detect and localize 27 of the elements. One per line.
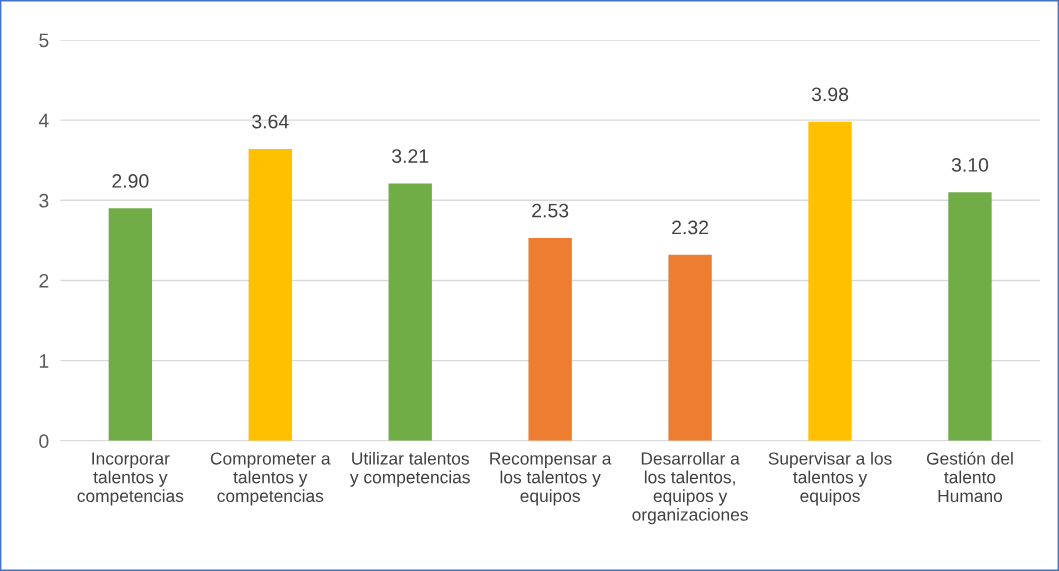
- data-label: 3.98: [811, 87, 849, 102]
- x-tick-label: Gestión del talento Humano: [926, 451, 1013, 503]
- y-tick-label: 3: [39, 193, 49, 208]
- y-tick-label: 1: [39, 354, 49, 368]
- y-tick-label: 4: [38, 113, 49, 128]
- data-label: 3.21: [392, 149, 429, 163]
- x-tick-label: Utilizar talentos y competencias: [349, 451, 470, 487]
- data-label: 2.90: [112, 174, 149, 188]
- bar: [808, 121, 852, 441]
- bar: [248, 149, 292, 441]
- bar: [668, 254, 712, 441]
- data-label: 3.10: [951, 158, 989, 172]
- x-tick-label: Comprometer a talentos y competencias: [210, 452, 331, 506]
- x-tick-label: Desarrollar a los talentos, equipos y organizaciones: [632, 451, 748, 525]
- y-tick-label: 0: [39, 434, 49, 449]
- data-label: 2.53: [532, 203, 569, 218]
- x-tick-label: Recompensar a los talentos y equipos: [490, 452, 612, 506]
- y-tick-label: 5: [39, 33, 49, 48]
- data-label: 2.32: [672, 220, 709, 235]
- bar: [948, 192, 992, 441]
- x-tick-label: Incorporar talentos y competencias: [77, 452, 184, 506]
- bar: [528, 237, 572, 441]
- bar: [388, 183, 432, 441]
- data-label: 3.64: [252, 114, 289, 129]
- y-tick-label: 2: [39, 273, 49, 288]
- bar: [108, 208, 153, 441]
- x-tick-label: Supervisar a los talentos y equipos: [768, 451, 892, 506]
